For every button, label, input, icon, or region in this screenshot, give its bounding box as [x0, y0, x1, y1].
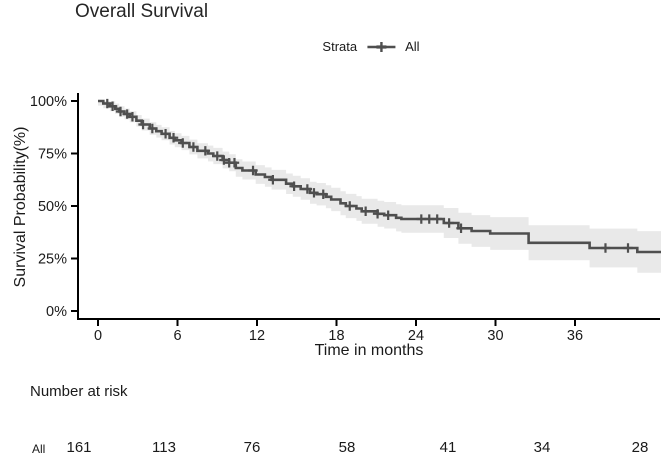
censor-mark [268, 175, 278, 185]
censor-mark [168, 133, 179, 143]
y-tick-label: 0% [46, 304, 67, 320]
censor-mark [200, 146, 211, 156]
risk-count: 76 [243, 439, 261, 456]
x-tick-label: 24 [408, 328, 424, 344]
y-tick-label: 50% [38, 199, 67, 215]
censor-mark [229, 158, 240, 168]
censor-mark [107, 101, 118, 111]
censor-mark [178, 138, 188, 148]
censor-mark [623, 243, 633, 253]
legend: Strata All [322, 39, 419, 54]
x-tick-label: 18 [328, 328, 344, 344]
legend-series-label: All [405, 39, 420, 54]
censor-mark [289, 181, 299, 191]
censor-mark [318, 189, 328, 199]
censor-mark [102, 98, 112, 109]
censor-mark [147, 123, 158, 134]
censor-mark [122, 109, 132, 119]
censor-mark [600, 243, 611, 253]
censor-mark [212, 151, 222, 161]
censor-mark [372, 209, 383, 219]
censor-mark [432, 214, 442, 224]
x-tick-label: 6 [173, 328, 181, 344]
risk-count: 28 [631, 439, 649, 456]
y-tick-label: 75% [38, 147, 67, 163]
confidence-band [98, 101, 661, 273]
censor-mark [248, 165, 258, 176]
y-tick-label: 25% [38, 252, 67, 268]
risk-count: 41 [439, 439, 457, 456]
censor-mark [127, 112, 138, 122]
censor-mark [302, 184, 313, 194]
censor-mark [416, 214, 426, 224]
censor-mark [160, 129, 171, 139]
risk-count: 113 [152, 439, 176, 456]
censor-mark [424, 214, 434, 224]
censor-mark [115, 106, 126, 117]
y-tick-label: 100% [30, 94, 67, 110]
x-axis-title: Time in months [314, 342, 424, 359]
risk-count: 58 [338, 439, 356, 456]
censor-mark [345, 201, 355, 211]
censor-mark [188, 142, 199, 152]
censor-mark [309, 188, 319, 198]
risk-count: 161 [66, 439, 92, 456]
censor-mark [360, 206, 371, 216]
risk-table-header: Number at risk [30, 383, 128, 400]
risk-count: 34 [533, 439, 551, 456]
censor-mark [456, 223, 466, 233]
x-tick-label: 36 [567, 328, 583, 344]
censor-mark [219, 155, 229, 165]
censor-mark [138, 119, 148, 130]
legend-key-line-icon[interactable] [366, 40, 396, 54]
y-axis-title: Survival Probability(%) [12, 126, 29, 288]
x-tick-label: 30 [487, 328, 503, 344]
legend-title: Strata [322, 39, 358, 54]
risk-row-label: All [32, 442, 46, 456]
page-title: Overall Survival [75, 1, 209, 22]
censor-mark [383, 210, 393, 220]
x-tick-label: 0 [94, 328, 102, 344]
x-tick-label: 12 [249, 328, 265, 344]
censor-mark [444, 218, 454, 228]
